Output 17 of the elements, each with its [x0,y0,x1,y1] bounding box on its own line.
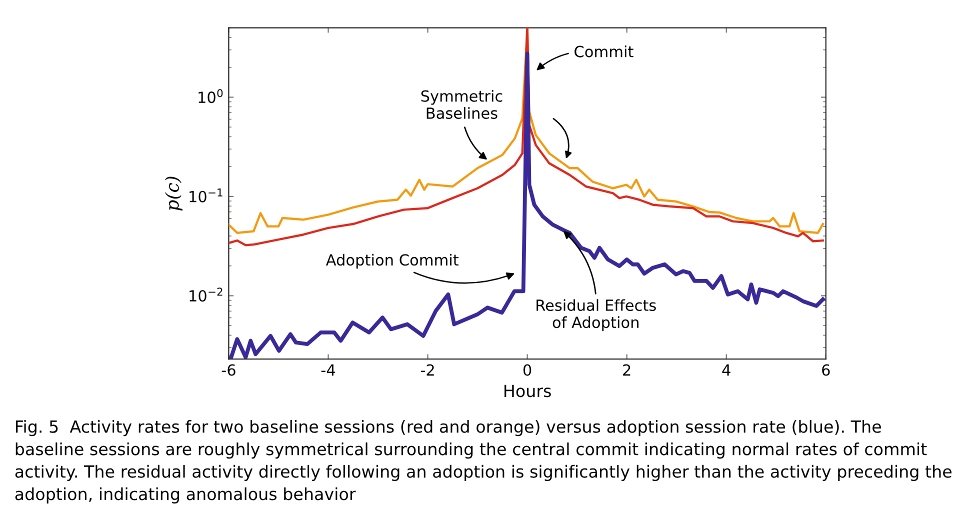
x-axis-title: Hours [504,384,551,398]
annotation: Residual Effects of Adoption [536,299,656,332]
x-tick-label: 4 [722,364,730,376]
y-axis-title: p(c) [164,176,182,211]
x-tick-label: -4 [321,364,336,376]
annotation: Symmetric Baselines [421,90,502,119]
x-tick-label: -6 [222,364,236,376]
x-tick-label: 0 [523,364,532,376]
annotation: Commit [574,46,634,58]
x-tick-label: -2 [420,364,434,376]
y-tick-label: 10$^{−2}$ [190,288,222,302]
x-tick-label: 2 [623,364,630,376]
y-tick-label: 10$^{0}$ [198,89,223,104]
x-tick-label: 6 [822,364,830,376]
caption: Fig. 5 Activity rates for two baseline sessions (red and orange) versus adoption session rate (blue). The baseline sessions are roughly symmetrical surrounding the central commit indicating normal rates of commit activity. The residual activity directly following an adoption is significantly higher than the activity preceding the adoption, indicating anomalous behavior [15,420,952,504]
annotation: Adoption Commit [326,254,459,269]
y-tick-label: 10$^{−1}$ [190,188,222,202]
